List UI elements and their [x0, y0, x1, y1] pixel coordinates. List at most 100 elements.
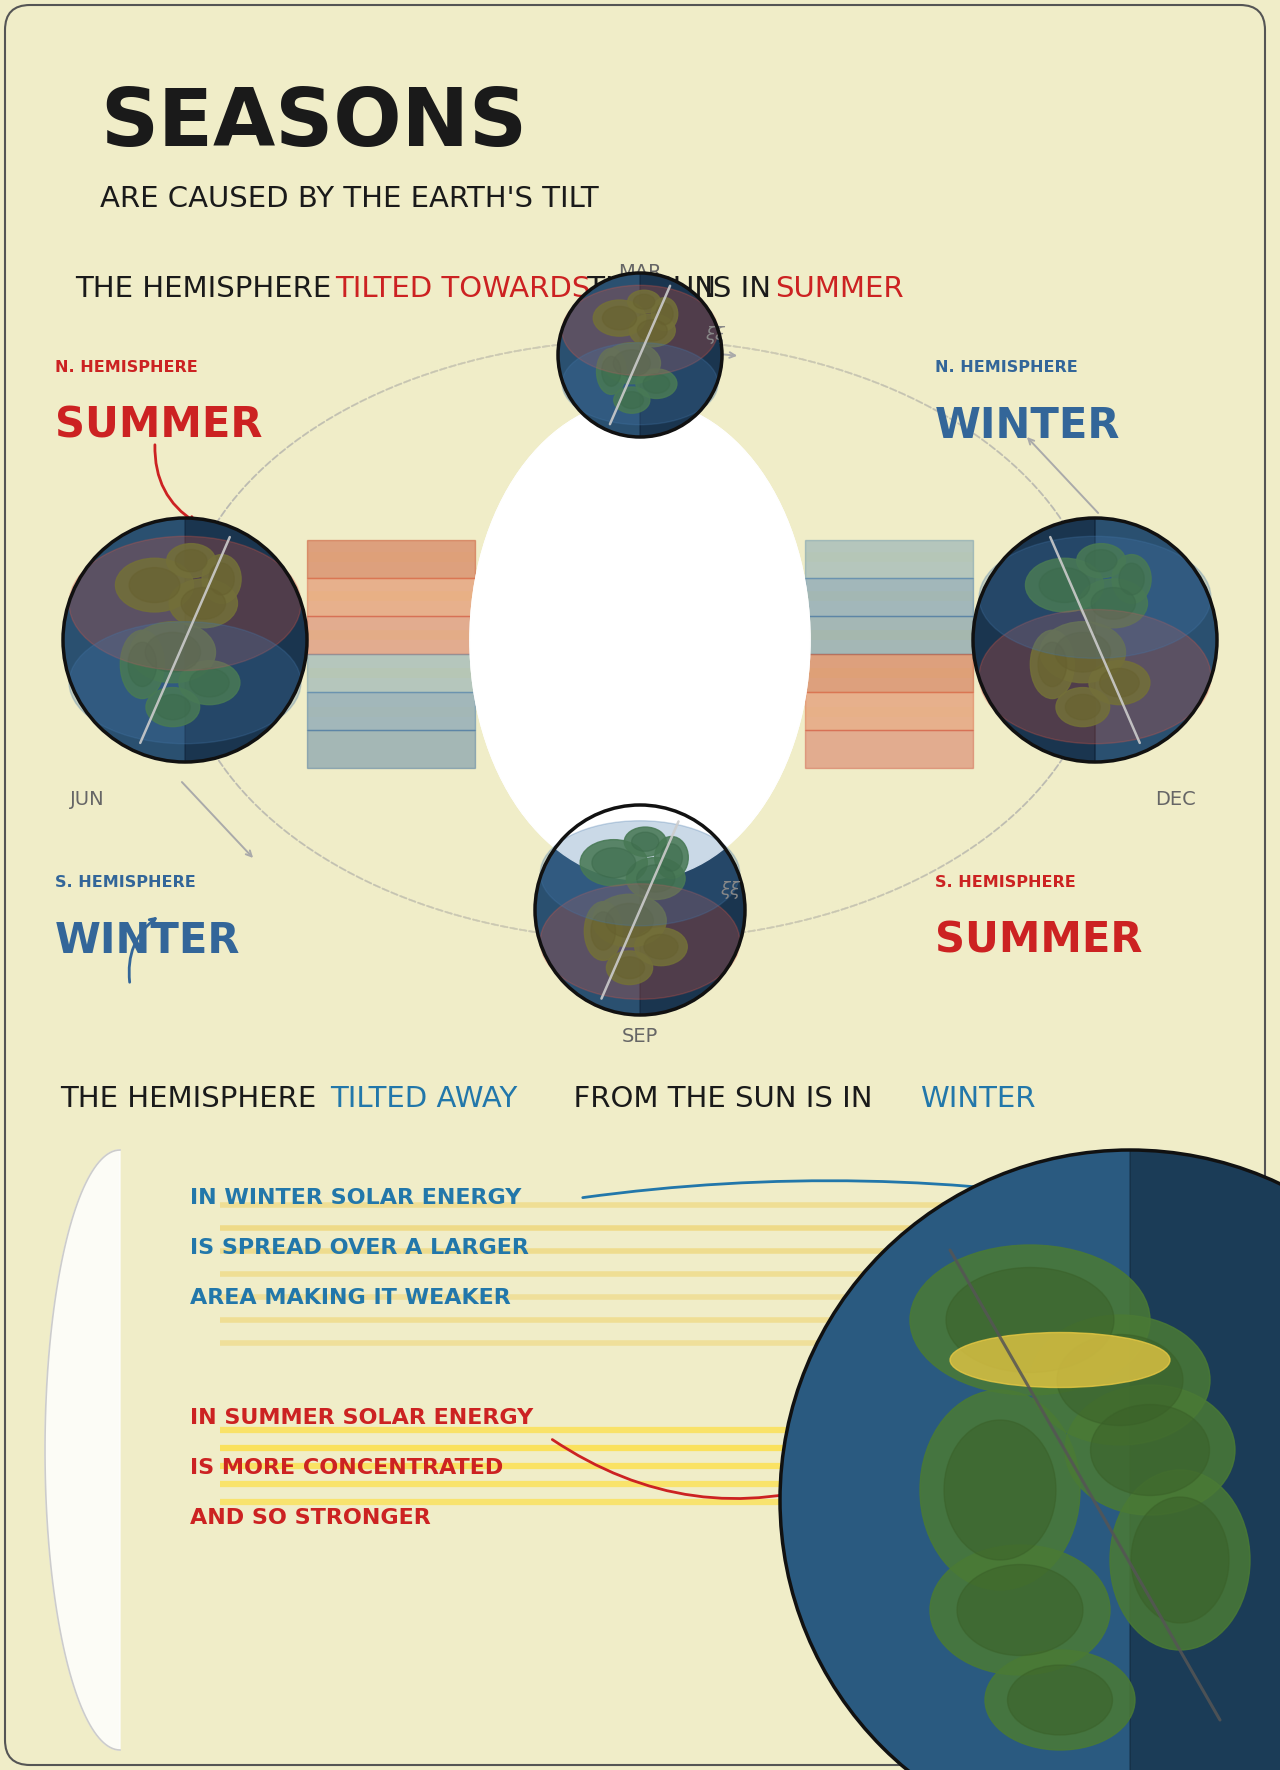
Ellipse shape	[69, 536, 301, 671]
Ellipse shape	[145, 632, 201, 673]
Bar	[307, 540, 475, 579]
Ellipse shape	[644, 935, 678, 959]
Ellipse shape	[1091, 1405, 1210, 1496]
Ellipse shape	[1056, 687, 1110, 727]
Ellipse shape	[602, 356, 621, 386]
Ellipse shape	[1030, 1315, 1210, 1444]
Ellipse shape	[1041, 621, 1125, 683]
Ellipse shape	[973, 519, 1217, 763]
Ellipse shape	[580, 839, 648, 885]
Text: WINTER: WINTER	[920, 1085, 1036, 1113]
Ellipse shape	[540, 821, 740, 926]
Ellipse shape	[620, 391, 644, 409]
Ellipse shape	[920, 1389, 1080, 1589]
Ellipse shape	[470, 400, 810, 880]
Ellipse shape	[635, 927, 687, 966]
Ellipse shape	[1110, 1471, 1251, 1650]
Text: N. HEMISPHERE: N. HEMISPHERE	[934, 359, 1078, 375]
Ellipse shape	[603, 306, 636, 329]
Bar	[805, 653, 973, 692]
Ellipse shape	[1100, 669, 1139, 697]
Ellipse shape	[986, 1650, 1135, 1751]
Text: THE HEMISPHERE: THE HEMISPHERE	[60, 1085, 325, 1113]
Ellipse shape	[626, 857, 685, 899]
Bar	[307, 729, 475, 768]
Ellipse shape	[540, 883, 740, 1000]
Ellipse shape	[1007, 1666, 1112, 1735]
Bar	[805, 616, 973, 653]
Ellipse shape	[654, 837, 689, 878]
Ellipse shape	[1030, 630, 1074, 699]
Bar	[307, 692, 475, 729]
Ellipse shape	[591, 912, 616, 950]
Ellipse shape	[637, 320, 667, 342]
Ellipse shape	[470, 400, 810, 880]
Text: SUMMER: SUMMER	[774, 274, 904, 303]
Polygon shape	[973, 519, 1094, 763]
Ellipse shape	[202, 554, 241, 604]
Ellipse shape	[166, 543, 215, 577]
Ellipse shape	[69, 621, 301, 743]
Ellipse shape	[535, 805, 745, 1014]
Text: IS IN: IS IN	[695, 274, 781, 303]
Text: sketchplanations: sketchplanations	[1024, 1726, 1190, 1745]
FancyBboxPatch shape	[5, 5, 1265, 1765]
Ellipse shape	[1089, 660, 1149, 704]
Ellipse shape	[591, 848, 636, 878]
Text: IN WINTER SOLAR ENERGY: IN WINTER SOLAR ENERGY	[189, 1188, 521, 1207]
Ellipse shape	[945, 1420, 1056, 1559]
Ellipse shape	[634, 294, 655, 310]
Text: IN SUMMER SOLAR ENERGY: IN SUMMER SOLAR ENERGY	[189, 1407, 534, 1428]
Ellipse shape	[209, 563, 234, 595]
Text: SUMMER: SUMMER	[934, 920, 1143, 963]
Text: FROM THE SUN IS IN: FROM THE SUN IS IN	[556, 1085, 882, 1113]
Polygon shape	[640, 273, 722, 437]
Ellipse shape	[625, 827, 667, 857]
Polygon shape	[1130, 1150, 1280, 1770]
Ellipse shape	[175, 550, 207, 572]
Bar	[307, 579, 475, 616]
Text: DEC: DEC	[1155, 789, 1196, 809]
Ellipse shape	[179, 660, 239, 704]
Ellipse shape	[585, 901, 622, 961]
Ellipse shape	[1025, 558, 1103, 612]
Polygon shape	[186, 519, 307, 763]
Polygon shape	[640, 805, 745, 1014]
Ellipse shape	[1119, 563, 1144, 595]
Ellipse shape	[643, 373, 669, 393]
Ellipse shape	[946, 1267, 1114, 1372]
Ellipse shape	[180, 588, 225, 619]
Ellipse shape	[657, 303, 673, 324]
Text: ξξ: ξξ	[721, 881, 740, 899]
Bar	[307, 653, 475, 692]
Ellipse shape	[129, 568, 180, 602]
Text: JUN: JUN	[70, 789, 105, 809]
Ellipse shape	[128, 643, 156, 687]
Ellipse shape	[558, 273, 722, 437]
Ellipse shape	[155, 694, 191, 720]
Ellipse shape	[1039, 568, 1089, 602]
Ellipse shape	[1076, 543, 1125, 577]
Ellipse shape	[1055, 632, 1111, 673]
Text: AREA MAKING IT WEAKER: AREA MAKING IT WEAKER	[189, 1289, 511, 1308]
Polygon shape	[45, 1150, 120, 1751]
Text: TILTED TOWARDS: TILTED TOWARDS	[335, 274, 590, 303]
Ellipse shape	[660, 844, 682, 871]
Ellipse shape	[603, 343, 660, 384]
Ellipse shape	[1065, 694, 1101, 720]
Ellipse shape	[979, 536, 1211, 658]
Bar	[805, 579, 973, 616]
Bar	[805, 540, 973, 579]
Text: MAR: MAR	[618, 264, 662, 281]
Ellipse shape	[1085, 550, 1117, 572]
Ellipse shape	[120, 630, 164, 699]
Ellipse shape	[614, 958, 645, 979]
Bar	[805, 729, 973, 768]
Ellipse shape	[613, 350, 650, 377]
Ellipse shape	[631, 832, 659, 851]
Ellipse shape	[189, 669, 229, 697]
Ellipse shape	[146, 687, 200, 727]
Ellipse shape	[596, 349, 626, 395]
Ellipse shape	[1079, 579, 1147, 628]
Text: THE HEMISPHERE: THE HEMISPHERE	[76, 274, 340, 303]
